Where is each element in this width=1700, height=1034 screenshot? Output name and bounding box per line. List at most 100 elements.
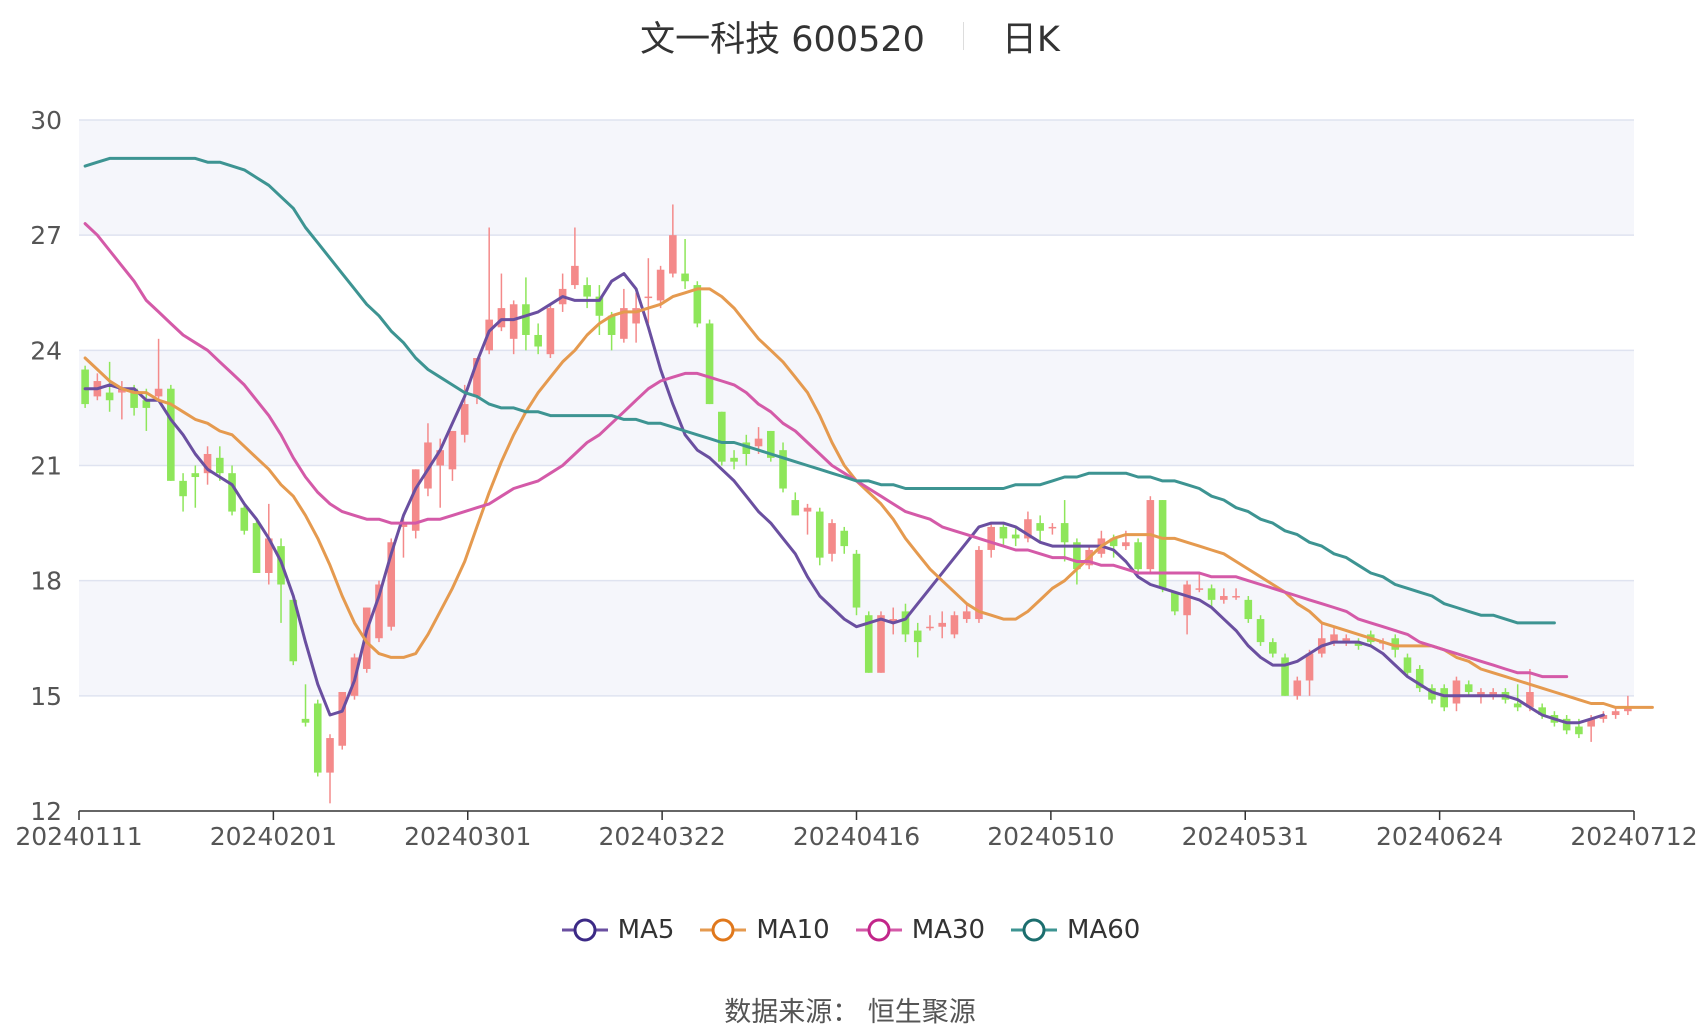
legend-item-ma60[interactable]: MA60 (1009, 915, 1140, 945)
candle-body (436, 450, 444, 466)
candle (546, 304, 555, 359)
candle (1195, 572, 1204, 593)
candle-body (1624, 707, 1632, 712)
candle (644, 258, 653, 324)
candle-body (1207, 588, 1216, 600)
candle (766, 430, 775, 462)
candle-body (473, 358, 481, 397)
candle-body (779, 450, 787, 489)
candle-body (730, 457, 738, 462)
candle-body (1244, 599, 1253, 620)
candle-body (252, 523, 261, 573)
moving-average-lines (83, 156, 1654, 725)
y-axis-ticks: 12 15 18 21 24 27 30 (30, 106, 62, 826)
candle-body (1220, 596, 1228, 600)
candle (191, 465, 200, 508)
candle (705, 319, 714, 405)
candle (1526, 668, 1534, 712)
x-tick-label: 20240531 (1182, 822, 1309, 851)
y-tick-label: 21 (30, 452, 62, 481)
candle (669, 204, 677, 278)
candle-body (999, 526, 1008, 539)
candle-body (1024, 519, 1032, 539)
candle (1624, 695, 1632, 716)
candle-body (840, 530, 849, 547)
candle-body (154, 388, 163, 397)
legend-item-ma10[interactable]: MA10 (698, 915, 830, 945)
plot-band (79, 350, 1634, 466)
candle (1171, 592, 1179, 616)
candle (534, 323, 542, 355)
candle-body (864, 615, 873, 673)
candle-body (375, 584, 383, 639)
candle-body (620, 308, 628, 339)
candle (583, 277, 591, 309)
candle-body (1587, 718, 1595, 727)
candle-body (1073, 542, 1081, 570)
candle (620, 288, 628, 343)
candle-body (81, 369, 89, 405)
candle-body (705, 323, 714, 405)
candle-body (399, 523, 408, 527)
y-gridlines (79, 119, 1634, 697)
candle-body (362, 607, 371, 669)
candle-body (889, 619, 898, 623)
candle-body (1575, 726, 1583, 735)
candle (289, 596, 298, 666)
candle-body (534, 334, 542, 347)
candle-body (1562, 718, 1571, 731)
candle (1611, 707, 1620, 719)
candle (1403, 653, 1412, 677)
candle (681, 239, 689, 289)
y-tick-label: 30 (30, 106, 62, 135)
legend-marker (573, 918, 597, 942)
candle-body (1330, 634, 1338, 643)
candle (1134, 538, 1142, 573)
candle-body (1526, 691, 1534, 708)
candle-body (987, 526, 995, 550)
candle-body (901, 611, 910, 635)
candle-body (1611, 711, 1620, 716)
candle-body (228, 473, 236, 512)
candle-body (1538, 707, 1546, 716)
candle-body (1428, 688, 1436, 700)
legend-swatch-icon (855, 918, 902, 942)
candle (632, 292, 640, 343)
candle (154, 338, 163, 401)
x-tick-label: 20240416 (793, 822, 920, 851)
candle-body (962, 611, 971, 620)
legend-label: MA60 (1067, 915, 1141, 945)
candle (1513, 684, 1522, 712)
candle-body (522, 304, 530, 335)
candle (1464, 680, 1473, 696)
candle-body (338, 691, 347, 746)
y-tick-label: 27 (30, 221, 62, 250)
candle-body (1305, 653, 1314, 681)
candle-body (240, 507, 249, 531)
legend-item-ma5[interactable]: MA5 (560, 915, 674, 945)
legend-swatch-icon (1011, 918, 1058, 942)
candle-body (1342, 638, 1351, 643)
candle (1232, 588, 1240, 600)
candle (228, 465, 236, 516)
candle-body (754, 438, 763, 447)
candle-body (583, 285, 591, 297)
plot-band (79, 120, 1634, 236)
candle (1024, 511, 1032, 543)
candle (1207, 584, 1216, 608)
candle (179, 473, 187, 512)
candle-body (216, 457, 224, 474)
candle-body (877, 615, 885, 673)
candle (81, 365, 89, 408)
y-tick-label: 12 (30, 797, 62, 826)
candle-body (766, 430, 775, 458)
candle-body (742, 442, 751, 454)
candle-body (595, 296, 604, 316)
x-tick-label: 20240111 (15, 822, 142, 851)
ma-line-ma10 (83, 287, 1654, 709)
candle-body (718, 411, 726, 462)
candle-body (546, 308, 555, 355)
legend-swatch-icon (561, 918, 608, 942)
legend-item-ma30[interactable]: MA30 (854, 915, 985, 945)
title-separator (962, 22, 964, 50)
